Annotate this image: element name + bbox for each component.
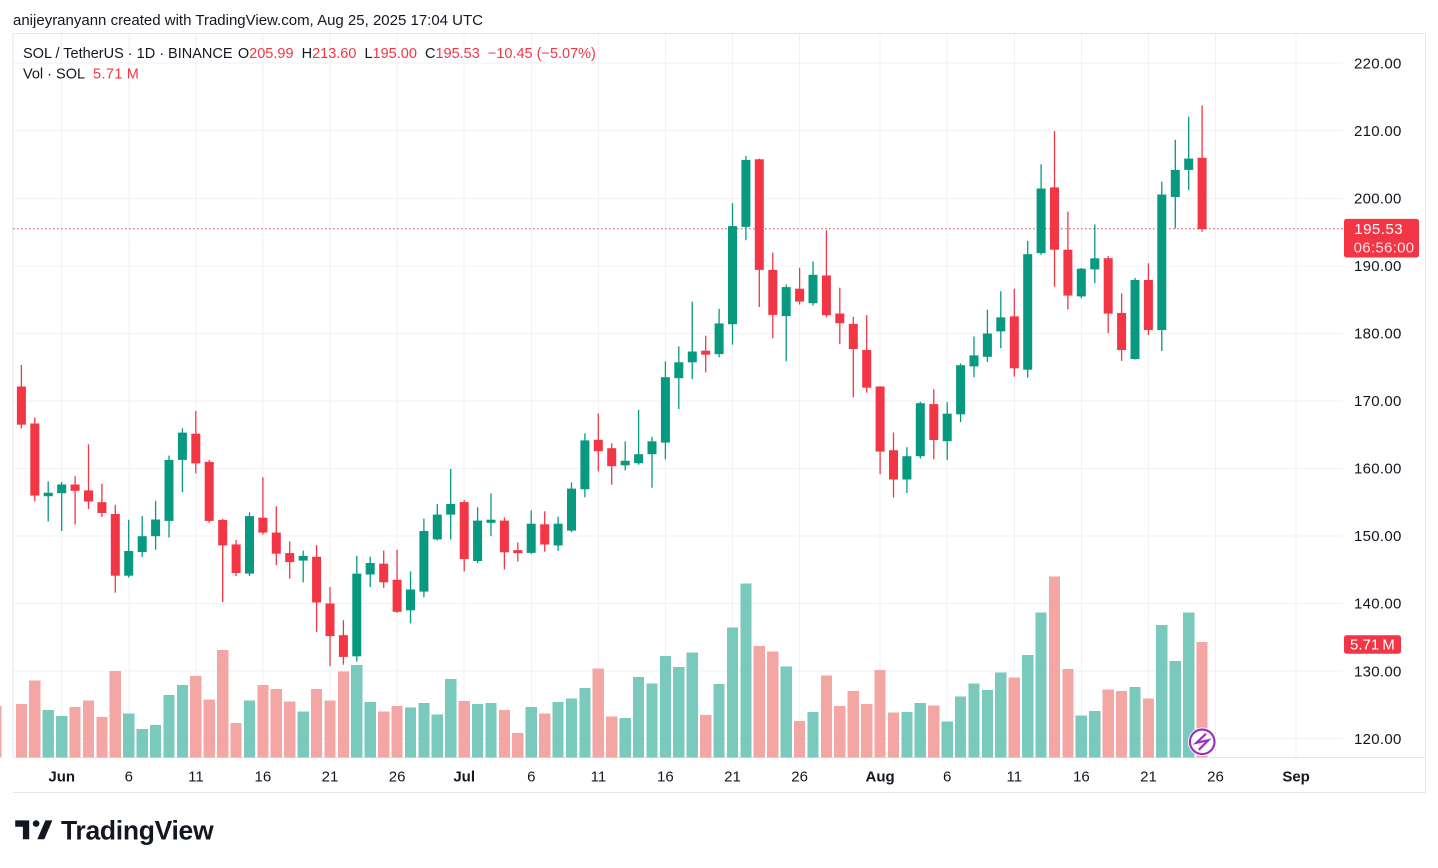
svg-text:120.00: 120.00: [1354, 731, 1402, 748]
svg-text:Sep: Sep: [1282, 769, 1310, 786]
svg-text:TradingView: TradingView: [61, 815, 214, 845]
svg-text:180.00: 180.00: [1354, 326, 1402, 343]
svg-text:anijeyranyann created with Tra: anijeyranyann created with TradingView.c…: [13, 12, 483, 29]
svg-text:21: 21: [724, 769, 741, 786]
svg-text:6: 6: [125, 769, 133, 786]
svg-text:6: 6: [943, 769, 951, 786]
svg-text:6: 6: [527, 769, 535, 786]
svg-text:16: 16: [255, 769, 272, 786]
svg-text:O205.99 H213.60 L195.00 C19: O205.99 H213.60 L195.00 C195.53 −10.45 (…: [238, 46, 596, 62]
svg-text:190.00: 190.00: [1354, 258, 1402, 275]
svg-text:160.00: 160.00: [1354, 461, 1402, 478]
svg-text:220.00: 220.00: [1354, 56, 1402, 73]
svg-text:Jul: Jul: [453, 769, 475, 786]
svg-text:16: 16: [657, 769, 674, 786]
svg-text:11: 11: [1007, 769, 1023, 786]
svg-text:SOL / TetherUS · 1D · BINANCE: SOL / TetherUS · 1D · BINANCE: [23, 46, 233, 62]
svg-text:195.53: 195.53: [1354, 221, 1403, 238]
svg-text:Aug: Aug: [866, 769, 895, 786]
svg-text:130.00: 130.00: [1354, 663, 1402, 680]
svg-text:5.71M: 5.71 M: [1350, 637, 1395, 654]
svg-text:11: 11: [188, 769, 204, 786]
svg-text:11: 11: [591, 769, 607, 786]
svg-text:16: 16: [1073, 769, 1090, 786]
svg-text:26: 26: [1207, 769, 1224, 786]
svg-text:210.00: 210.00: [1354, 123, 1402, 140]
svg-text:150.00: 150.00: [1354, 528, 1402, 545]
svg-text:26: 26: [791, 769, 808, 786]
svg-text:170.00: 170.00: [1354, 393, 1402, 410]
svg-text:21: 21: [322, 769, 339, 786]
svg-text:200.00: 200.00: [1354, 191, 1402, 208]
svg-text:26: 26: [389, 769, 406, 786]
svg-text:Jun: Jun: [48, 769, 75, 786]
svg-text:140.00: 140.00: [1354, 596, 1402, 613]
svg-text:21: 21: [1140, 769, 1157, 786]
svg-text:06:56:00: 06:56:00: [1354, 240, 1415, 257]
